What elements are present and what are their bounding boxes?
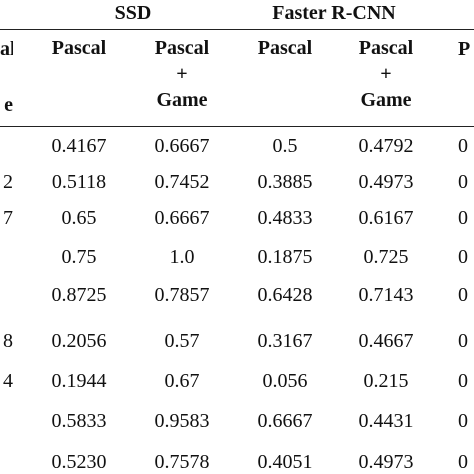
col-header-line: +: [176, 63, 188, 85]
cell-frcnn-pascal-game: 0.6167: [358, 207, 414, 229]
col-header-line: Pascal: [358, 37, 414, 59]
cell-ssd-pascal: 0.5230: [51, 451, 107, 473]
cell-ssd-pascal-game: 0.9583: [154, 410, 210, 432]
col-header-frcnn-pascal: Pascal: [258, 35, 312, 61]
cell-frcnn-pascal: 0.4051: [257, 451, 313, 473]
cell-frcnn-pascal: 0.056: [262, 370, 308, 392]
clipped-header-left-line1: al: [0, 38, 13, 60]
cell-frcnn-pascal: 0.4833: [257, 207, 313, 229]
cell-ssd-pascal-game: 1.0: [169, 246, 195, 268]
rule-under-column-headers: [0, 126, 474, 127]
cell-frcnn-pascal: 0.5: [272, 135, 298, 157]
group-header-faster-rcnn: Faster R-CNN: [272, 2, 396, 24]
clipped-cell-left: 4: [3, 370, 13, 392]
col-header-line: Pascal: [257, 37, 313, 59]
cell-ssd-pascal-game: 0.57: [164, 330, 200, 352]
clipped-cell-left: 2: [3, 171, 13, 193]
clipped-cell-right: 0: [458, 451, 468, 473]
col-header-line: +: [380, 63, 392, 85]
cell-ssd-pascal-game: 0.6667: [154, 207, 210, 229]
cell-ssd-pascal-game: 0.7578: [154, 451, 210, 473]
cell-frcnn-pascal-game: 0.4973: [358, 171, 414, 193]
clipped-cell-right: 0: [458, 171, 468, 193]
cell-ssd-pascal: 0.5833: [51, 410, 107, 432]
cell-ssd-pascal: 0.4167: [51, 135, 107, 157]
cell-frcnn-pascal-game: 0.4431: [358, 410, 414, 432]
clipped-cell-right: 0: [458, 370, 468, 392]
cell-frcnn-pascal-game: 0.725: [363, 246, 409, 268]
cell-frcnn-pascal: 0.1875: [257, 246, 313, 268]
cell-ssd-pascal: 0.8725: [51, 284, 107, 306]
cell-ssd-pascal: 0.2056: [51, 330, 107, 352]
col-header-ssd-pascal: Pascal: [52, 35, 106, 61]
cell-frcnn-pascal: 0.6667: [257, 410, 313, 432]
cell-frcnn-pascal: 0.3167: [257, 330, 313, 352]
clipped-header-left-line3: e: [4, 94, 13, 116]
cell-ssd-pascal: 0.5118: [51, 171, 107, 193]
cell-frcnn-pascal: 0.3885: [257, 171, 313, 193]
col-header-ssd-pascal-game: Pascal + Game: [155, 35, 209, 113]
clipped-cell-right: 0: [458, 330, 468, 352]
clipped-cell-left: 7: [3, 207, 13, 229]
col-header-line: Pascal: [154, 37, 210, 59]
clipped-header-right-line1: P: [458, 38, 471, 60]
col-header-line: Game: [156, 89, 208, 111]
col-header-line: Game: [360, 89, 412, 111]
col-header-line: Pascal: [51, 37, 107, 59]
cell-frcnn-pascal-game: 0.4973: [358, 451, 414, 473]
cell-frcnn-pascal-game: 0.215: [363, 370, 409, 392]
group-header-ssd: SSD: [114, 2, 152, 24]
cell-frcnn-pascal-game: 0.7143: [358, 284, 414, 306]
clipped-cell-left: 8: [3, 330, 13, 352]
rule-under-group-headers: [0, 29, 474, 30]
cell-ssd-pascal: 0.1944: [51, 370, 107, 392]
cell-ssd-pascal-game: 0.7452: [154, 171, 210, 193]
clipped-cell-right: 0: [458, 135, 468, 157]
clipped-cell-right: 0: [458, 284, 468, 306]
clipped-cell-right: 0: [458, 246, 468, 268]
cell-ssd-pascal: 0.75: [61, 246, 97, 268]
cell-ssd-pascal-game: 0.6667: [154, 135, 210, 157]
cell-ssd-pascal-game: 0.67: [164, 370, 200, 392]
cell-ssd-pascal-game: 0.7857: [154, 284, 210, 306]
col-header-frcnn-pascal-game: Pascal + Game: [359, 35, 413, 113]
clipped-cell-right: 0: [458, 207, 468, 229]
cell-frcnn-pascal: 0.6428: [257, 284, 313, 306]
cell-ssd-pascal: 0.65: [61, 207, 97, 229]
cell-frcnn-pascal-game: 0.4792: [358, 135, 414, 157]
cell-frcnn-pascal-game: 0.4667: [358, 330, 414, 352]
clipped-cell-right: 0: [458, 410, 468, 432]
